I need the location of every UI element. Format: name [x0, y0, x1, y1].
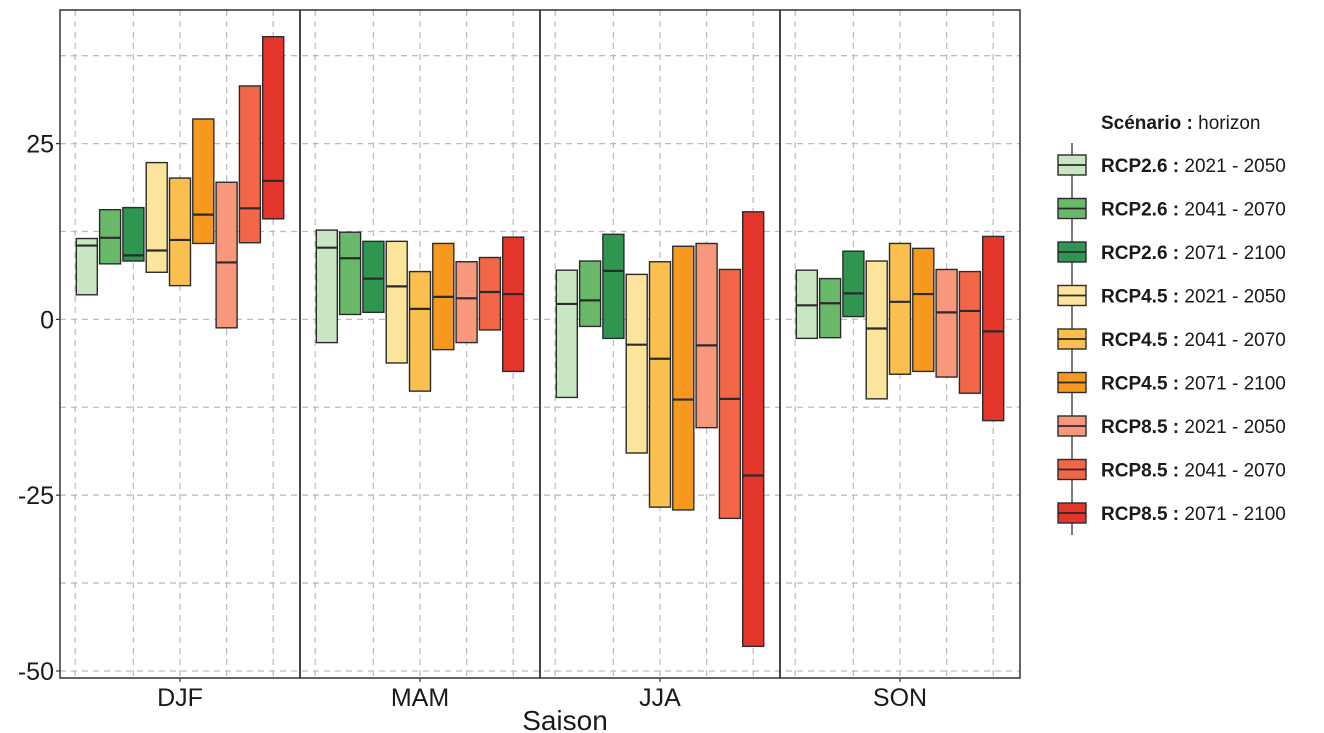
legend-label-8: RCP8.5 : 2041 - 2070 [1101, 461, 1286, 482]
range-box-jja-4 [625, 273, 648, 454]
range-box-son-3 [842, 250, 865, 318]
legend-colon: : [1168, 504, 1185, 525]
range-box-son-8 [958, 270, 982, 394]
legend-scenario: RCP4.5 [1101, 287, 1168, 308]
range-box-son-4 [865, 260, 888, 400]
range-box-jja-6 [672, 245, 695, 511]
legend-horizon: 2021 - 2050 [1184, 417, 1285, 438]
legend-label-6: RCP4.5 : 2071 - 2100 [1101, 374, 1286, 395]
range-box-mam-2 [338, 231, 362, 316]
legend-label-1: RCP2.6 : 2021 - 2050 [1101, 156, 1286, 177]
legend-horizon: 2041 - 2070 [1184, 330, 1285, 351]
legend-horizon: 2021 - 2050 [1184, 287, 1285, 308]
range-box-mam-1 [315, 229, 338, 344]
panel-frames [59, 9, 1021, 679]
legend-horizon: 2021 - 2050 [1184, 156, 1285, 177]
y-tick-label: 0 [40, 306, 54, 334]
range-box-son-5 [888, 242, 912, 375]
range-box-djf-7 [215, 181, 238, 329]
legend-colon: : [1168, 374, 1185, 395]
legend: Scénario : horizon RCP2.6 : 2021 - 2050R… [1057, 113, 1286, 535]
range-box-mam-9 [502, 236, 525, 373]
x-axis-title: Saison [522, 705, 608, 733]
legend-title-rest: horizon [1193, 113, 1261, 134]
range-box-mam-7 [455, 261, 478, 344]
legend-horizon: 2041 - 2070 [1184, 200, 1285, 221]
legend-scenario: RCP2.6 [1101, 156, 1168, 177]
legend-colon: : [1168, 200, 1185, 221]
range-box-jja-9 [742, 211, 765, 648]
range-box-jja-7 [695, 242, 718, 429]
legend-colon: : [1168, 461, 1185, 482]
x-tick-label-djf: DJF [157, 684, 203, 712]
range-box-mam-8 [478, 256, 502, 331]
legend-scenario: RCP8.5 [1101, 504, 1168, 525]
range-box-mam-3 [362, 240, 385, 314]
legend-title-bold: Scénario : [1101, 113, 1193, 134]
range-box-son-2 [818, 277, 842, 339]
x-tick-label-mam: MAM [391, 684, 449, 712]
legend-scenario: RCP2.6 [1101, 243, 1168, 264]
legend-label-5: RCP4.5 : 2041 - 2070 [1101, 330, 1286, 351]
legend-label-3: RCP2.6 : 2071 - 2100 [1101, 243, 1286, 264]
range-box-mam-4 [385, 240, 408, 364]
range-box-jja-2 [578, 260, 602, 328]
legend-label-9: RCP8.5 : 2071 - 2100 [1101, 504, 1286, 525]
y-tick-label: -25 [18, 482, 54, 510]
range-box-son-9 [982, 235, 1005, 422]
legend-scenario: RCP8.5 [1101, 461, 1168, 482]
range-box-djf-5 [168, 177, 192, 287]
boxes [75, 36, 1005, 648]
legend-scenario: RCP4.5 [1101, 374, 1168, 395]
range-box-son-7 [935, 268, 958, 378]
range-box-djf-1 [75, 237, 99, 296]
range-box-jja-1 [555, 269, 578, 399]
range-box-jja-5 [648, 261, 672, 508]
range-box-djf-6 [192, 118, 215, 245]
x-tick-label-son: SON [873, 684, 927, 712]
axes: -50 -25 0 25 DJF MAM JJA SON [18, 131, 927, 712]
legend-horizon: 2071 - 2100 [1184, 243, 1285, 264]
legend-label-2: RCP2.6 : 2041 - 2070 [1101, 200, 1286, 221]
legend-scenario: RCP4.5 [1101, 330, 1168, 351]
range-box-djf-9 [262, 36, 285, 220]
range-box-mam-5 [408, 270, 432, 392]
legend-colon: : [1168, 287, 1185, 308]
legend-title: Scénario : horizon [1101, 113, 1260, 134]
x-tick-label-jja: JJA [639, 684, 681, 712]
range-box-djf-8 [238, 85, 262, 244]
y-tick-label: -50 [18, 658, 54, 686]
legend-horizon: 2071 - 2100 [1184, 504, 1285, 525]
legend-colon: : [1168, 330, 1185, 351]
legend-horizon: 2071 - 2100 [1184, 374, 1285, 395]
legend-scenario: RCP2.6 [1101, 200, 1168, 221]
legend-label-4: RCP4.5 : 2021 - 2050 [1101, 287, 1286, 308]
legend-label-7: RCP8.5 : 2021 - 2050 [1101, 417, 1286, 438]
legend-horizon: 2041 - 2070 [1184, 461, 1285, 482]
range-box-jja-3 [602, 233, 625, 340]
range-box-djf-3 [122, 206, 145, 262]
legend-scenario: RCP8.5 [1101, 417, 1168, 438]
legend-colon: : [1168, 417, 1185, 438]
range-box-djf-4 [145, 161, 168, 273]
legend-colon: : [1168, 243, 1185, 264]
range-box-son-6 [912, 247, 935, 373]
range-box-jja-8 [718, 268, 742, 520]
y-tick-label: 25 [26, 131, 54, 159]
legend-colon: : [1168, 156, 1185, 177]
